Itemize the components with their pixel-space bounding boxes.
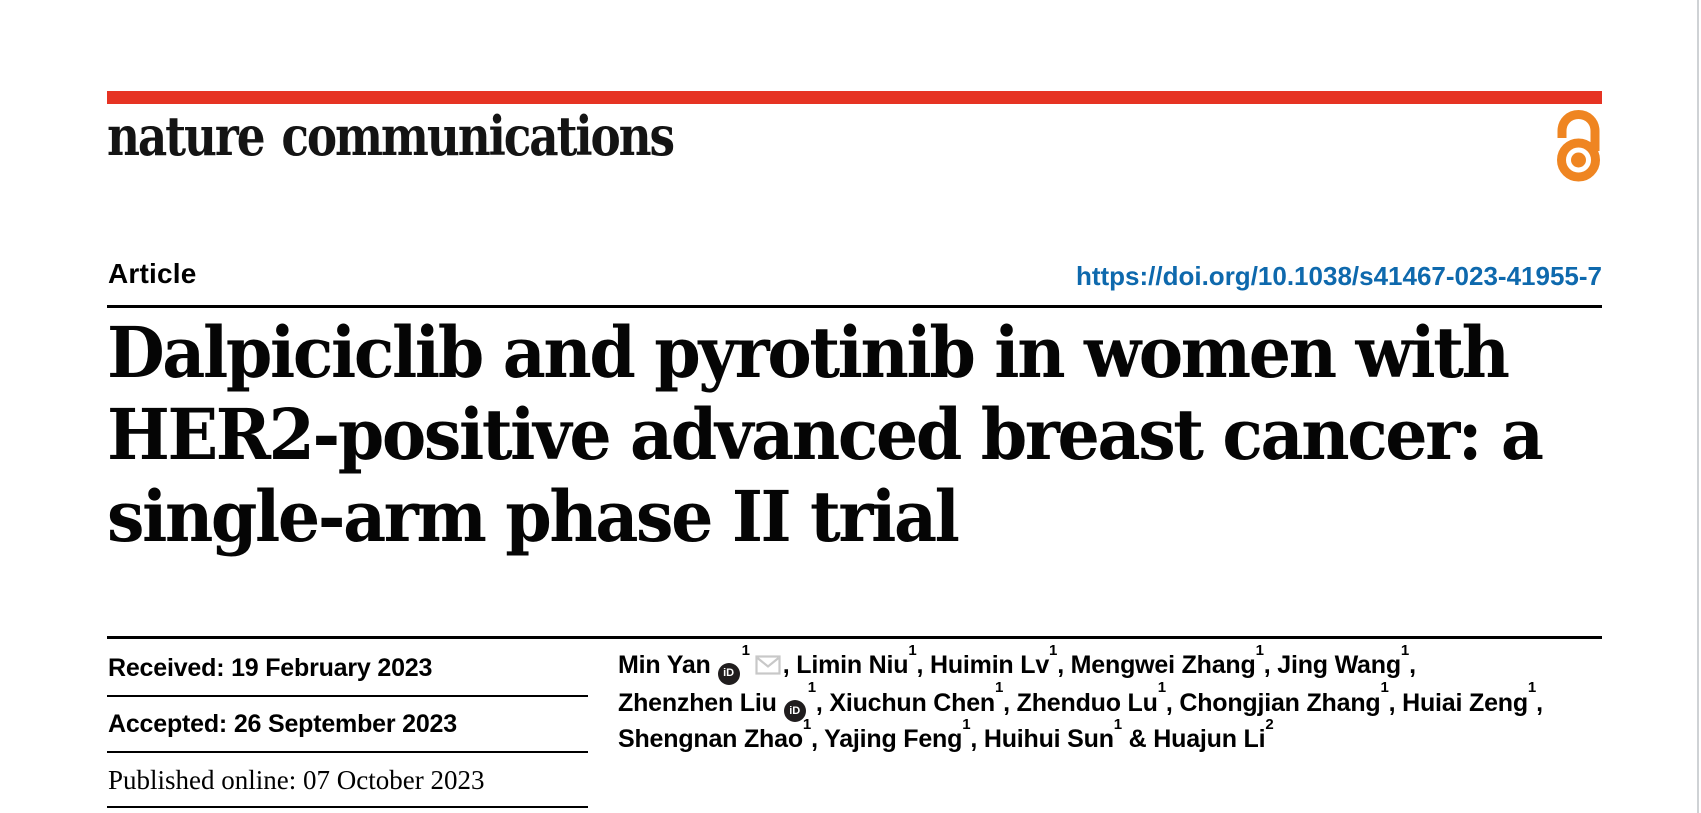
open-access-icon[interactable]: [1555, 109, 1602, 183]
author-name-text: , Chongjian Zhang: [1165, 688, 1381, 717]
affiliation-superscript: 1: [1255, 641, 1264, 659]
published-date-row: Published online: 07 October 2023: [108, 765, 484, 796]
affiliation-superscript: 1: [1113, 715, 1122, 733]
affiliation-superscript: 1: [962, 715, 971, 733]
published-value: 07 October 2023: [303, 765, 485, 795]
title-line-2: HER2-positive advanced breast cancer: a: [107, 393, 1544, 476]
affiliation-superscript: 1: [1400, 641, 1410, 659]
doi-link[interactable]: https://doi.org/10.1038/s41467-023-41955…: [1075, 261, 1602, 291]
divider-under-kicker: [107, 305, 1602, 308]
affiliation-superscript: 1: [1527, 679, 1537, 697]
affiliation-superscript: 1: [995, 679, 1004, 697]
received-value: 19 February 2023: [231, 654, 433, 682]
author-line-1: Min Yan iD1, Limin Niu1, Huimin Lv1, Meng…: [618, 643, 1618, 686]
affiliation-superscript: 1: [1157, 679, 1166, 697]
received-label: Received:: [108, 654, 225, 682]
author-line-2: Zhenzhen Liu iD1, Xiuchun Chen1, Zhenduo …: [618, 680, 1618, 723]
author-name-text: Zhenzhen Liu: [618, 688, 777, 717]
affiliation-superscript: 1: [807, 679, 816, 697]
orcid-icon[interactable]: iD: [717, 662, 740, 685]
page-right-edge: [1697, 0, 1699, 813]
affiliation-superscript: 2: [1265, 715, 1274, 733]
affiliation-superscript: 1: [908, 641, 917, 659]
author-name-text: Shengnan Zhao: [618, 725, 803, 754]
open-lock-icon: [1557, 109, 1600, 182]
affiliation-superscript: 1: [802, 715, 812, 733]
article-type-label: Article: [108, 258, 197, 289]
title-line-1: Dalpiciclib and pyrotinib in women with: [107, 311, 1510, 394]
email-icon[interactable]: [755, 650, 781, 686]
journal-logo: nature communications: [107, 104, 675, 168]
affiliation-superscript: 1: [741, 641, 750, 659]
author-name-text: Min Yan: [618, 651, 711, 679]
author-name-text: , Jing Wang: [1263, 651, 1401, 679]
envelope-glyph: [755, 655, 781, 675]
affiliation-superscript: 1: [1049, 641, 1058, 659]
author-name-text: , Zhenduo Lu: [1003, 688, 1158, 717]
author-name-text: ,: [1536, 688, 1543, 717]
title-line-3: single-arm phase II trial: [107, 475, 960, 558]
masthead-accent-bar: [107, 91, 1602, 104]
affiliation-superscript: 1: [1380, 679, 1389, 697]
accepted-value: 26 September 2023: [233, 710, 457, 738]
author-name-text: , Limin Niu: [782, 651, 909, 679]
divider-after-accepted: [107, 751, 588, 753]
author-name-text: , Huimin Lv: [916, 651, 1050, 679]
author-name-text: , Mengwei Zhang: [1057, 651, 1256, 679]
author-list: Min Yan iD1, Limin Niu1, Huimin Lv1, Meng…: [618, 643, 1618, 758]
author-name-text: , Xiuchun Chen: [815, 688, 996, 717]
published-label: Published online:: [108, 765, 297, 795]
author-name-text: , Huiai Zeng: [1388, 688, 1528, 717]
author-name-text: & Huajun Li: [1121, 725, 1266, 754]
accepted-date-row: Accepted: 26 September 2023: [108, 710, 457, 739]
accepted-label: Accepted:: [108, 710, 228, 738]
orcid-icon[interactable]: iD: [783, 700, 806, 723]
article-title: Dalpiciclib and pyrotinib in women with …: [107, 311, 1544, 558]
author-name-text: , Huihui Sun: [970, 725, 1114, 754]
author-name-text: ,: [1409, 651, 1416, 679]
divider-after-published: [107, 806, 588, 808]
author-name-text: , Yajing Feng: [811, 725, 963, 754]
author-line-3: Shengnan Zhao1, Yajing Feng1, Huihui Sun…: [618, 717, 1618, 758]
divider-after-received: [107, 695, 588, 697]
divider-meta-top: [107, 636, 1602, 639]
received-date-row: Received: 19 February 2023: [108, 654, 432, 683]
